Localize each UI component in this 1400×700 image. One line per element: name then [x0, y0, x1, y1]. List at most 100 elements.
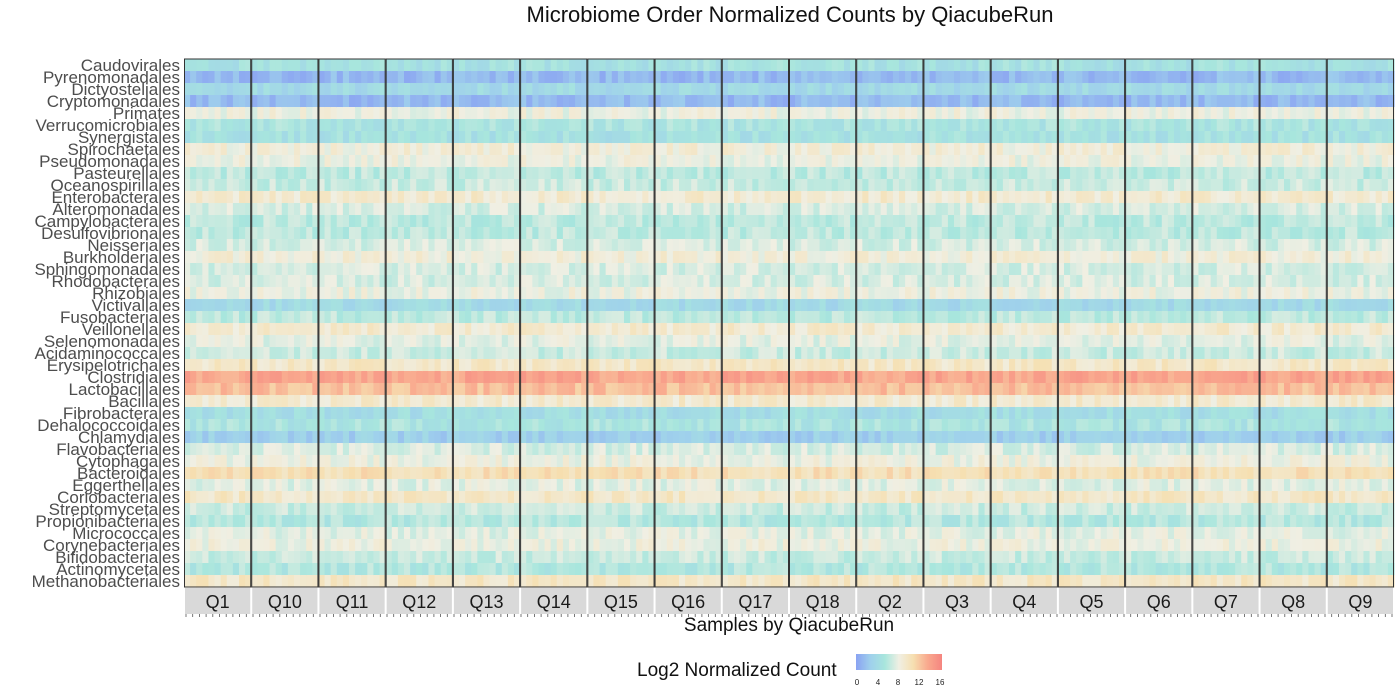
- heatmap-cell: [672, 479, 680, 492]
- heatmap-cell: [281, 323, 289, 336]
- heatmap-cell: [251, 467, 258, 480]
- heatmap-cell: [795, 95, 802, 108]
- heatmap-cell: [471, 515, 478, 528]
- heatmap-cell: [672, 455, 680, 468]
- heatmap-cell: [581, 83, 588, 96]
- heatmap-cell: [697, 119, 705, 132]
- heatmap-cell: [404, 515, 411, 528]
- heatmap-cell: [856, 275, 863, 288]
- heatmap-cell: [874, 311, 882, 324]
- heatmap-cell: [562, 575, 570, 588]
- heatmap-cell: [856, 323, 863, 336]
- heatmap-cell: [257, 119, 265, 132]
- heatmap-cell: [385, 395, 393, 408]
- heatmap-cell: [789, 179, 796, 192]
- heatmap-cell: [532, 467, 540, 480]
- heatmap-cell: [416, 311, 423, 324]
- heatmap-cell: [782, 455, 790, 468]
- heatmap-cell: [825, 179, 833, 192]
- heatmap-cell: [312, 551, 320, 564]
- heatmap-cell: [575, 311, 582, 324]
- heatmap-cell: [862, 347, 870, 360]
- heatmap-cell: [868, 323, 876, 336]
- heatmap-cell: [648, 563, 656, 576]
- heatmap-cell: [416, 239, 423, 252]
- heatmap-cell: [703, 515, 711, 528]
- heatmap-cell: [782, 287, 790, 300]
- heatmap-cell: [562, 203, 570, 216]
- heatmap-cell: [624, 431, 631, 444]
- heatmap-cell: [440, 467, 448, 480]
- heatmap-cell: [281, 503, 289, 516]
- heatmap-cell: [758, 359, 766, 372]
- heatmap-cell: [361, 59, 368, 72]
- heatmap-cell: [373, 311, 381, 324]
- heatmap-cell: [385, 287, 393, 300]
- heatmap-cell: [202, 155, 210, 168]
- heatmap-cell: [764, 419, 772, 432]
- heatmap-cell: [599, 299, 607, 312]
- heatmap-cell: [795, 275, 802, 288]
- heatmap-cell: [404, 467, 411, 480]
- heatmap-cell: [275, 59, 283, 72]
- heatmap-cell: [556, 71, 564, 84]
- heatmap-cell: [721, 515, 729, 528]
- heatmap-cell: [220, 515, 228, 528]
- heatmap-cell: [208, 131, 216, 144]
- heatmap-cell: [404, 347, 411, 360]
- heatmap-cell: [312, 83, 320, 96]
- heatmap-cell: [599, 479, 607, 492]
- heatmap-cell: [355, 503, 362, 516]
- heatmap-cell: [795, 575, 802, 588]
- heatmap-cell: [727, 527, 735, 540]
- heatmap-cell: [294, 407, 301, 420]
- heatmap-cell: [361, 371, 368, 384]
- heatmap-cell: [624, 227, 631, 240]
- heatmap-cell: [795, 563, 802, 576]
- heatmap-cell: [294, 227, 301, 240]
- heatmap-cell: [581, 275, 588, 288]
- heatmap-cell: [746, 335, 753, 348]
- heatmap-cell: [648, 95, 656, 108]
- heatmap-cell: [428, 443, 436, 456]
- heatmap-cell: [764, 167, 772, 180]
- heatmap-cell: [660, 551, 668, 564]
- heatmap-cell: [721, 119, 729, 132]
- heatmap-cell: [599, 551, 607, 564]
- heatmap-cell: [770, 467, 778, 480]
- heatmap-cell: [330, 407, 338, 420]
- heatmap-cell: [795, 347, 802, 360]
- heatmap-cell: [709, 395, 717, 408]
- heatmap-cell: [789, 107, 796, 120]
- heatmap-cell: [281, 527, 289, 540]
- heatmap-cell: [373, 155, 381, 168]
- heatmap-cell: [196, 203, 203, 216]
- heatmap-cell: [385, 83, 393, 96]
- heatmap-cell: [507, 95, 515, 108]
- heatmap-cell: [868, 431, 876, 444]
- heatmap-cell: [715, 155, 723, 168]
- heatmap-cell: [538, 359, 546, 372]
- heatmap-cell: [715, 107, 723, 120]
- heatmap-cell: [782, 479, 790, 492]
- heatmap-cell: [226, 107, 234, 120]
- heatmap-cell: [404, 527, 411, 540]
- heatmap-cell: [287, 515, 295, 528]
- heatmap-cell: [874, 239, 882, 252]
- heatmap-cell: [789, 443, 796, 456]
- heatmap-cell: [459, 131, 466, 144]
- heatmap-cell: [666, 191, 674, 204]
- heatmap-cell: [257, 167, 265, 180]
- heatmap-cell: [776, 131, 784, 144]
- heatmap-cell: [422, 479, 430, 492]
- heatmap-cell: [245, 131, 252, 144]
- heatmap-cell: [318, 251, 326, 264]
- heatmap-cell: [856, 119, 863, 132]
- heatmap-cell: [281, 539, 289, 552]
- heatmap-cell: [422, 83, 430, 96]
- heatmap-cell: [758, 335, 766, 348]
- heatmap-cell: [593, 563, 601, 576]
- heatmap-cell: [422, 71, 430, 84]
- heatmap-cell: [807, 143, 815, 156]
- heatmap-cell: [801, 491, 808, 504]
